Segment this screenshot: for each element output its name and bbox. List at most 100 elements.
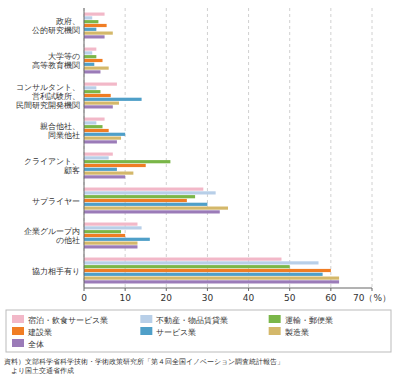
bar: [84, 137, 121, 140]
category-label: 協力相手有り: [32, 267, 80, 276]
bar: [84, 195, 195, 198]
bar: [84, 67, 109, 70]
grid-line: [330, 8, 331, 288]
source-note: 資料）文部科学省科学技術・学術政策研究所「第４回全国イノベーション調査統計報告」…: [4, 358, 284, 375]
bar: [84, 234, 125, 237]
bar: [84, 48, 96, 51]
category-label: クライアント、顧客: [24, 157, 80, 175]
bar: [84, 245, 137, 248]
bar: [84, 140, 117, 143]
bar: [84, 98, 142, 101]
x-tick-label: 10: [119, 293, 131, 303]
bar: [84, 83, 117, 86]
legend-label: 運輸・郵便業: [285, 316, 333, 325]
legend-frame: [6, 310, 391, 352]
bar: [84, 55, 96, 58]
category-label: コンサルタント、営利試験所、民間研究開発機関: [16, 83, 80, 110]
x-tick-label: 20: [161, 293, 173, 303]
x-grid: [84, 8, 372, 288]
x-tick-label: 30: [202, 293, 214, 303]
bar: [84, 59, 103, 62]
bar: [84, 188, 203, 191]
legend-label: 全体: [28, 340, 44, 349]
legend-label: 宿泊・飲食サービス業: [28, 316, 108, 325]
bar: [84, 172, 133, 175]
grid-line: [248, 8, 249, 288]
grid-line: [207, 8, 208, 288]
category-label: 大学等の高等教育機関: [32, 52, 80, 70]
legend-swatch: [12, 327, 24, 335]
bar: [84, 207, 228, 210]
category-label: 政府、公的研究機関: [32, 17, 80, 35]
bar: [84, 160, 170, 163]
bar: [84, 273, 323, 276]
bars: [84, 13, 339, 284]
bar: [84, 32, 113, 35]
bar: [84, 90, 100, 93]
legend-label: 不動産・物品賃貸業: [156, 316, 228, 325]
legend-swatch: [269, 315, 281, 323]
bar: [84, 13, 105, 16]
x-tick-label: 0: [81, 293, 87, 303]
bar: [84, 191, 216, 194]
bar: [84, 70, 100, 73]
bar: [84, 203, 207, 206]
legend-swatch: [269, 327, 281, 335]
legend-swatch: [12, 315, 24, 323]
bar: [84, 28, 96, 31]
bar: [84, 24, 107, 27]
grid-line: [372, 8, 373, 288]
bar: [84, 94, 111, 97]
x-tick-label: 40: [243, 293, 255, 303]
category-label: 企業グループ内の他社: [24, 227, 80, 245]
bar: [84, 86, 96, 89]
y-axis: [84, 8, 85, 288]
bar: [84, 133, 125, 136]
bar: [84, 242, 137, 245]
grid-line: [289, 8, 290, 288]
legend-swatch: [140, 327, 152, 335]
bar: [84, 153, 113, 156]
bar: [84, 35, 105, 38]
bar: [84, 258, 281, 261]
bar: [84, 269, 331, 272]
bar: [84, 277, 339, 280]
bar: [84, 199, 187, 202]
bar: [84, 118, 105, 121]
bar: [84, 261, 319, 264]
legend-label: 建設業: [27, 328, 52, 337]
chart: 0 10 20 30 40 50 60 70（%） 政府、公的研究機関大学等の高等教育機関コンサ…: [0, 0, 397, 380]
bar: [84, 16, 92, 19]
bar: [84, 121, 96, 124]
bar: [84, 210, 220, 213]
x-tick-label: 70（%）: [353, 293, 391, 303]
bar: [84, 230, 121, 233]
bar: [84, 129, 109, 132]
x-tick-label: 50: [284, 293, 296, 303]
x-tick-label: 60: [325, 293, 337, 303]
category-label: 親合他社、同業他社: [40, 122, 80, 140]
legend-label: 製造業: [285, 328, 309, 337]
bar: [84, 63, 94, 66]
bar: [84, 51, 92, 54]
bar: [84, 265, 290, 268]
bar: [84, 223, 137, 226]
grid-line: [166, 8, 167, 288]
grid-line: [84, 8, 85, 288]
bar: [84, 164, 146, 167]
bar: [84, 125, 103, 128]
bar: [84, 238, 150, 241]
category-label: サプライヤー: [32, 197, 80, 206]
bar: [84, 168, 117, 171]
bar: [84, 156, 109, 159]
bar: [84, 105, 113, 108]
legend-label: サービス業: [156, 328, 196, 337]
bar: [84, 20, 98, 23]
legend-swatch: [140, 315, 152, 323]
x-axis: [84, 288, 372, 289]
bar: [84, 175, 125, 178]
bar: [84, 280, 339, 283]
bar: [84, 226, 142, 229]
legend-swatch: [12, 339, 24, 347]
bar: [84, 102, 119, 105]
